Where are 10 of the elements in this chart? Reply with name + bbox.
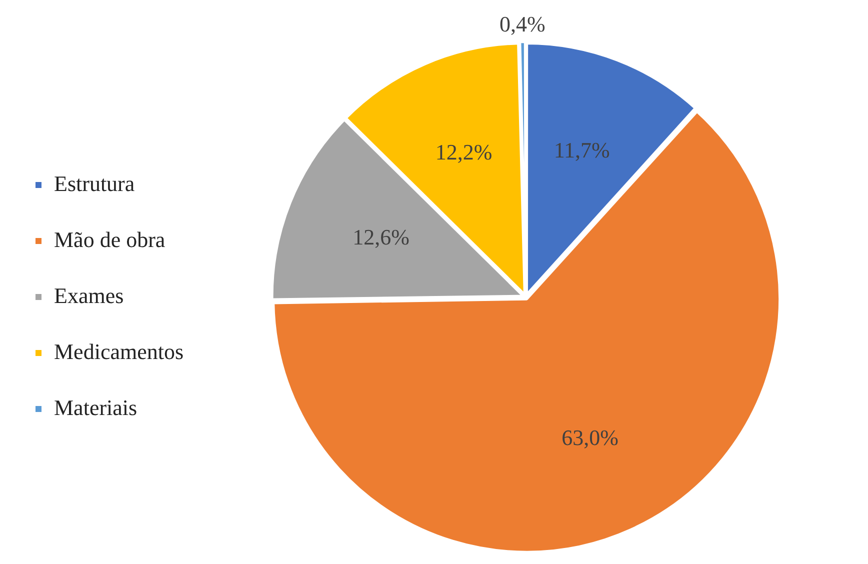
data-label: 63,0%	[562, 424, 618, 450]
legend-label: Exames	[54, 282, 124, 308]
legend-label: Medicamentos	[54, 338, 184, 364]
data-label: 12,2%	[435, 140, 492, 165]
legend-label: Estrutura	[54, 170, 135, 196]
legend-label: Materiais	[54, 394, 138, 420]
data-label: 11,7%	[554, 137, 610, 162]
data-label: 0,4%	[499, 11, 546, 36]
data-label: 12,6%	[352, 224, 410, 250]
legend-label: Mão de obra	[54, 226, 166, 252]
